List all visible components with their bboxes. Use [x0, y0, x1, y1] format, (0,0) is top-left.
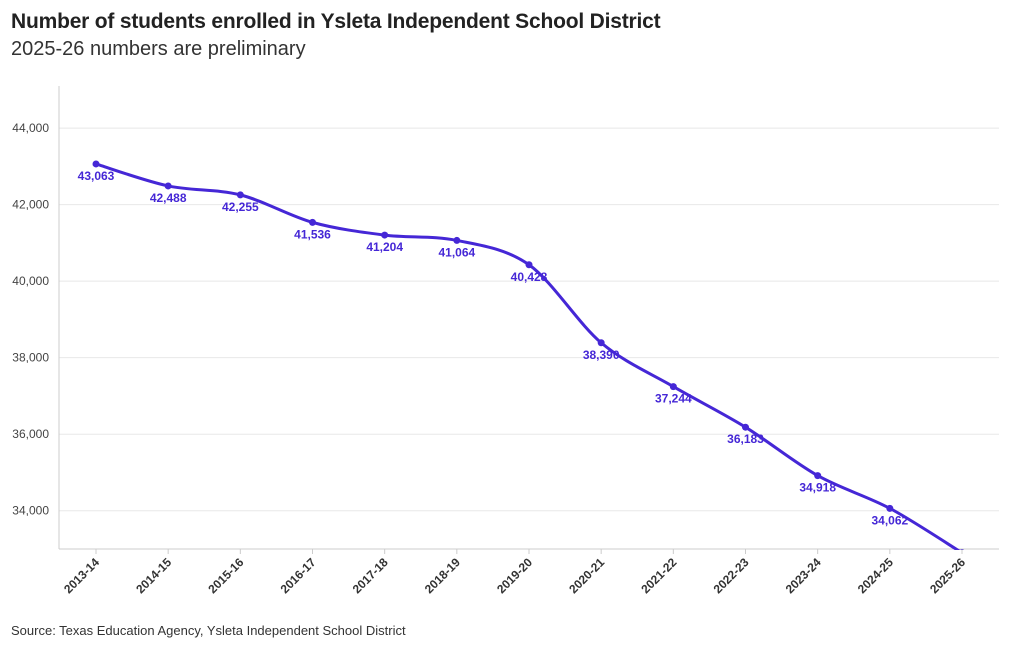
data-point [309, 218, 316, 226]
data-point [669, 383, 677, 391]
y-tick-label: 38,000 [12, 351, 49, 365]
y-tick-label: 40,000 [12, 274, 49, 288]
data-point [525, 261, 533, 269]
y-tick-label: 42,000 [12, 198, 49, 212]
x-axis-ticks: 2013-14 2014-15 2015-16 2016-17 2017-18 2018-… [61, 549, 968, 596]
x-tick-label: 2015-16 [205, 555, 246, 596]
data-label: 37,244 [655, 392, 692, 406]
x-tick-label: 2021-22 [638, 555, 679, 596]
chart-subtitle: 2025-26 numbers are preliminary [11, 38, 306, 60]
data-point [886, 504, 894, 512]
x-tick-label: 2017-18 [350, 555, 391, 596]
data-label: 42,488 [150, 191, 187, 205]
data-label: 43,063 [78, 169, 115, 183]
data-label: 36,183 [727, 432, 764, 446]
data-label: 41,064 [438, 245, 475, 259]
data-point [959, 549, 965, 550]
data-label: 41,204 [366, 240, 403, 254]
source-note: Source: Texas Education Agency, Ysleta I… [11, 623, 406, 638]
y-axis-ticks: 34,000 36,000 38,000 40,000 42,000 44,000 [12, 121, 49, 518]
data-label: 41,536 [294, 227, 331, 241]
data-labels: 43,063 42,488 42,255 41,536 41,204 41,064 40,4… [78, 169, 909, 527]
data-label: 34,918 [799, 481, 836, 495]
data-label: 42,255 [222, 200, 259, 214]
data-point [164, 182, 172, 190]
x-tick-label: 2023-24 [783, 555, 824, 596]
data-point [453, 236, 461, 244]
data-point [381, 231, 389, 239]
y-tick-label: 36,000 [12, 427, 49, 441]
data-point [236, 191, 244, 199]
x-tick-label: 2016-17 [278, 555, 319, 596]
x-tick-label: 2018-19 [422, 555, 463, 596]
data-point [742, 423, 749, 431]
y-tick-label: 44,000 [12, 121, 49, 135]
x-tick-label: 2020-21 [566, 555, 607, 596]
data-point [597, 339, 605, 347]
chart-title: Number of students enrolled in Ysleta In… [11, 10, 661, 33]
axes [58, 86, 999, 550]
data-label: 34,062 [871, 513, 908, 527]
gridlines [59, 127, 999, 512]
data-point [92, 160, 100, 168]
data-label: 38,390 [583, 348, 620, 362]
x-tick-label: 2019-20 [494, 555, 535, 596]
x-tick-label: 2022-23 [711, 555, 752, 596]
x-tick-label: 2024-25 [855, 555, 896, 596]
x-tick-label: 2013-14 [61, 555, 102, 596]
y-tick-label: 34,000 [12, 504, 49, 518]
data-label: 40,428 [511, 270, 548, 284]
data-points [92, 160, 965, 550]
x-tick-label: 2025-26 [927, 555, 968, 596]
data-point [814, 472, 822, 480]
x-tick-label: 2014-15 [133, 555, 174, 596]
